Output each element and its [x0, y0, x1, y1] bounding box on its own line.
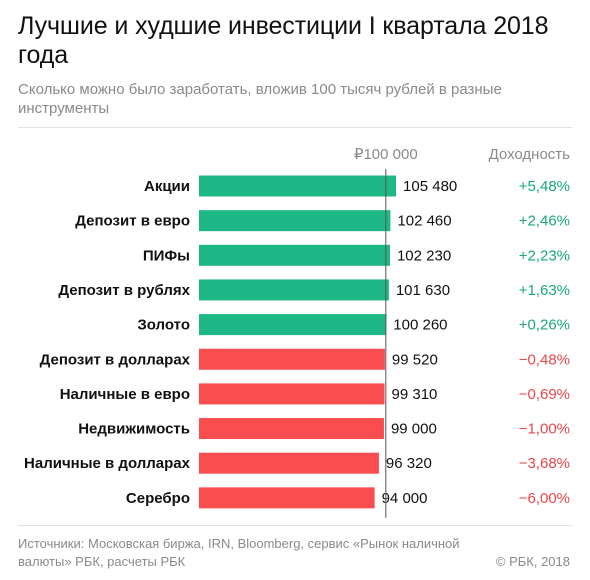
bar [199, 487, 375, 509]
yield-label: +2,46% [519, 213, 570, 230]
value-label: 99 310 [392, 386, 438, 403]
bar [199, 418, 384, 440]
category-label: Акции [144, 178, 190, 195]
category-label: Золото [137, 317, 190, 334]
bottom-divider [18, 525, 572, 526]
category-label: Серебро [126, 490, 190, 507]
category-label: Наличные в евро [60, 386, 190, 403]
yield-label: +1,63% [519, 282, 570, 299]
yield-label: −1,00% [519, 421, 570, 438]
bar [199, 244, 390, 266]
bar [199, 452, 379, 474]
yield-label: +5,48% [519, 178, 570, 195]
value-label: 99 000 [391, 421, 437, 438]
yield-label: −0,48% [519, 351, 570, 368]
copyright-note: © РБК, 2018 [495, 554, 570, 569]
value-label: 101 630 [396, 282, 450, 299]
category-label: Депозит в долларах [40, 351, 191, 368]
bar [199, 279, 389, 301]
category-label: Наличные в долларах [24, 455, 191, 472]
yield-header: Доходность [489, 146, 571, 163]
category-label: ПИФы [143, 247, 190, 264]
bar [199, 314, 387, 336]
yield-label: −3,68% [519, 455, 570, 472]
value-label: 105 480 [403, 178, 457, 195]
category-label: Депозит в евро [75, 213, 190, 230]
sources-note: Источники: Московская биржа, IRN, Bloomb… [18, 536, 460, 569]
top-divider [18, 127, 572, 128]
bar [199, 210, 391, 232]
value-label: 96 320 [386, 455, 432, 472]
value-label: 100 260 [393, 317, 447, 334]
value-label: 102 460 [397, 213, 451, 230]
bar [199, 348, 385, 370]
category-label: Депозит в рублях [58, 282, 190, 299]
bar [199, 175, 397, 197]
value-label: 99 520 [392, 351, 438, 368]
value-label: 94 000 [382, 490, 428, 507]
chart-subtitle: Сколько можно было заработать, вложив 10… [18, 81, 502, 117]
yield-label: −0,69% [519, 386, 570, 403]
yield-label: +0,26% [519, 317, 570, 334]
reference-label: ₽100 000 [354, 146, 418, 163]
category-label: Недвижимость [78, 421, 190, 438]
bar [199, 383, 385, 405]
yield-label: +2,23% [519, 247, 570, 264]
yield-label: −6,00% [519, 490, 570, 507]
value-label: 102 230 [397, 247, 451, 264]
chart-title: Лучшие и худшие инвестиции I квартала 20… [18, 12, 549, 69]
